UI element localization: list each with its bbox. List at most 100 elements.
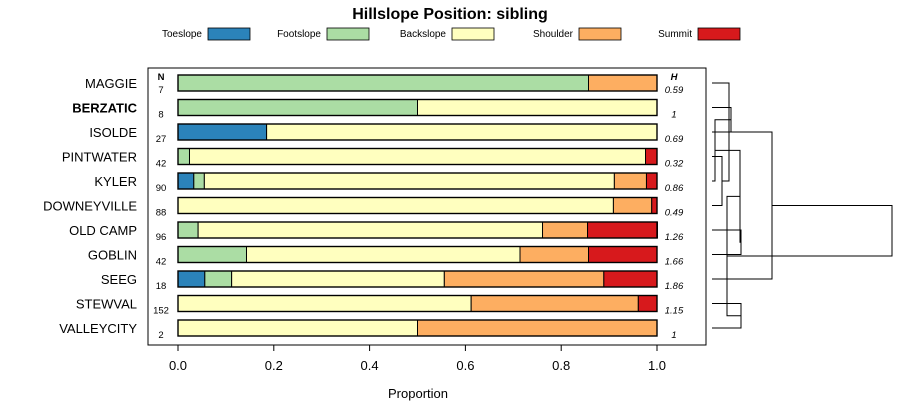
- bar-segment-shoulder: [470, 295, 639, 312]
- h-value: 1.15: [665, 306, 684, 317]
- h-value: 1: [671, 110, 676, 121]
- bar-segment-shoulder: [612, 197, 653, 214]
- row-stewval: STEWVAL 152 1.15: [76, 294, 684, 317]
- x-tick-label: 0.0: [169, 358, 187, 373]
- bar-outline: [177, 221, 658, 239]
- bar-segment-footslope: [177, 99, 418, 116]
- x-axis-label: Proportion: [388, 386, 448, 401]
- n-value: 2: [158, 330, 163, 341]
- bar-outline: [177, 270, 658, 288]
- legend: Toeslope Footslope Backslope Shoulder Summit: [162, 27, 741, 41]
- bar-segment-toeslope: [177, 123, 268, 141]
- h-value: 1.66: [665, 257, 684, 268]
- x-tick-label: 0.8: [552, 358, 570, 373]
- row-old-camp: OLD CAMP 96 1.26: [69, 221, 684, 243]
- n-value: 7: [158, 85, 163, 96]
- legend-swatch-footslope: [326, 27, 370, 41]
- bar-segment-shoulder: [588, 74, 658, 92]
- n-value: 152: [153, 306, 169, 317]
- n-value: 90: [156, 183, 167, 194]
- bar-segment-shoulder: [542, 221, 589, 239]
- bar-segment-summit: [645, 148, 658, 165]
- bar-outline: [177, 294, 658, 313]
- bar-segment-backslope: [203, 172, 615, 190]
- n-value: 42: [156, 257, 167, 268]
- bar-outline: [177, 196, 658, 215]
- bar-segment-summit: [603, 270, 658, 288]
- bar-segment-toeslope: [177, 270, 206, 288]
- h-value: 0.32: [665, 159, 684, 170]
- n-value: 8: [158, 110, 163, 121]
- h-value: 1.86: [665, 281, 684, 292]
- bar-rows: MAGGIE 7 0.59 BERZATIC 8 1 ISOLDE 27 0.69 PINTWAT…: [43, 74, 684, 341]
- category-label: ISOLDE: [89, 125, 137, 140]
- n-value: 27: [156, 134, 167, 145]
- x-axis: 0.0 0.2 0.4 0.6 0.8 1.0: [169, 345, 666, 373]
- row-valleycity: VALLEYCITY 2 1: [59, 319, 677, 341]
- category-label: PINTWATER: [62, 150, 137, 165]
- row-berzatic: BERZATIC 8 1: [72, 98, 677, 121]
- bar-segment-summit: [587, 221, 658, 239]
- category-label: STEWVAL: [76, 297, 137, 312]
- bar-segment-summit: [637, 295, 658, 312]
- bar-outline: [177, 147, 658, 166]
- n-value: 96: [156, 232, 167, 243]
- h-value: 0.59: [665, 85, 684, 96]
- legend-swatch-shoulder: [578, 27, 622, 41]
- category-label: KYLER: [94, 174, 137, 189]
- bar-outline: [177, 74, 658, 92]
- category-label: VALLEYCITY: [59, 321, 137, 336]
- category-label: GOBLIN: [88, 248, 137, 263]
- legend-label-toeslope: Toeslope: [162, 29, 202, 40]
- legend-swatch-backslope: [451, 27, 495, 41]
- plot-frame: [147, 67, 707, 346]
- n-value: 88: [156, 208, 167, 219]
- bar-outline: [177, 245, 658, 264]
- bar-segment-footslope: [177, 148, 190, 165]
- bar-segment-toeslope: [177, 172, 195, 190]
- h-value: 0.49: [665, 208, 684, 219]
- legend-label-summit: Summit: [658, 29, 692, 40]
- legend-label-backslope: Backslope: [400, 29, 447, 40]
- bar-segment-footslope: [177, 221, 199, 239]
- dendrogram-branch: [727, 205, 893, 257]
- bar-outline: [177, 319, 658, 337]
- bar-segment-backslope: [417, 99, 658, 116]
- n-value: 42: [156, 159, 167, 170]
- x-tick-label: 0.6: [456, 358, 474, 373]
- bar-segment-shoulder: [443, 270, 605, 288]
- row-maggie: MAGGIE 7 0.59: [85, 74, 684, 96]
- bar-segment-summit: [651, 197, 658, 214]
- bar-segment-backslope: [177, 319, 418, 337]
- bar-segment-footslope: [177, 246, 247, 263]
- row-downeyville: DOWNEYVILLE 88 0.49: [43, 196, 684, 219]
- x-tick-label: 0.4: [361, 358, 379, 373]
- bar-segment-backslope: [177, 295, 472, 312]
- bar-segment-shoulder: [417, 319, 658, 337]
- bar-segment-backslope: [188, 148, 647, 165]
- bar-segment-summit: [588, 246, 658, 263]
- category-label: OLD CAMP: [69, 223, 137, 238]
- legend-swatch-summit: [697, 27, 741, 41]
- bar-outline: [177, 98, 658, 117]
- category-label: SEEG: [101, 272, 137, 287]
- bar-outline: [177, 123, 658, 141]
- x-tick-label: 0.2: [265, 358, 283, 373]
- bar-segment-footslope: [204, 270, 233, 288]
- h-value: 1.26: [665, 232, 684, 243]
- legend-label-footslope: Footslope: [277, 29, 321, 40]
- bar-segment-backslope: [197, 221, 544, 239]
- bar-segment-shoulder: [613, 172, 647, 190]
- x-tick-label: 1.0: [648, 358, 666, 373]
- row-isolde: ISOLDE 27 0.69: [89, 123, 684, 145]
- bar-segment-summit: [645, 172, 658, 190]
- category-label: DOWNEYVILLE: [43, 199, 137, 214]
- bar-segment-backslope: [245, 246, 521, 263]
- bar-segment-shoulder: [519, 246, 590, 263]
- n-value: 18: [156, 281, 167, 292]
- row-pintwater: PINTWATER 42 0.32: [62, 147, 684, 170]
- legend-swatch-toeslope: [207, 27, 251, 41]
- bar-segment-backslope: [177, 197, 614, 214]
- legend-label-shoulder: Shoulder: [533, 29, 574, 40]
